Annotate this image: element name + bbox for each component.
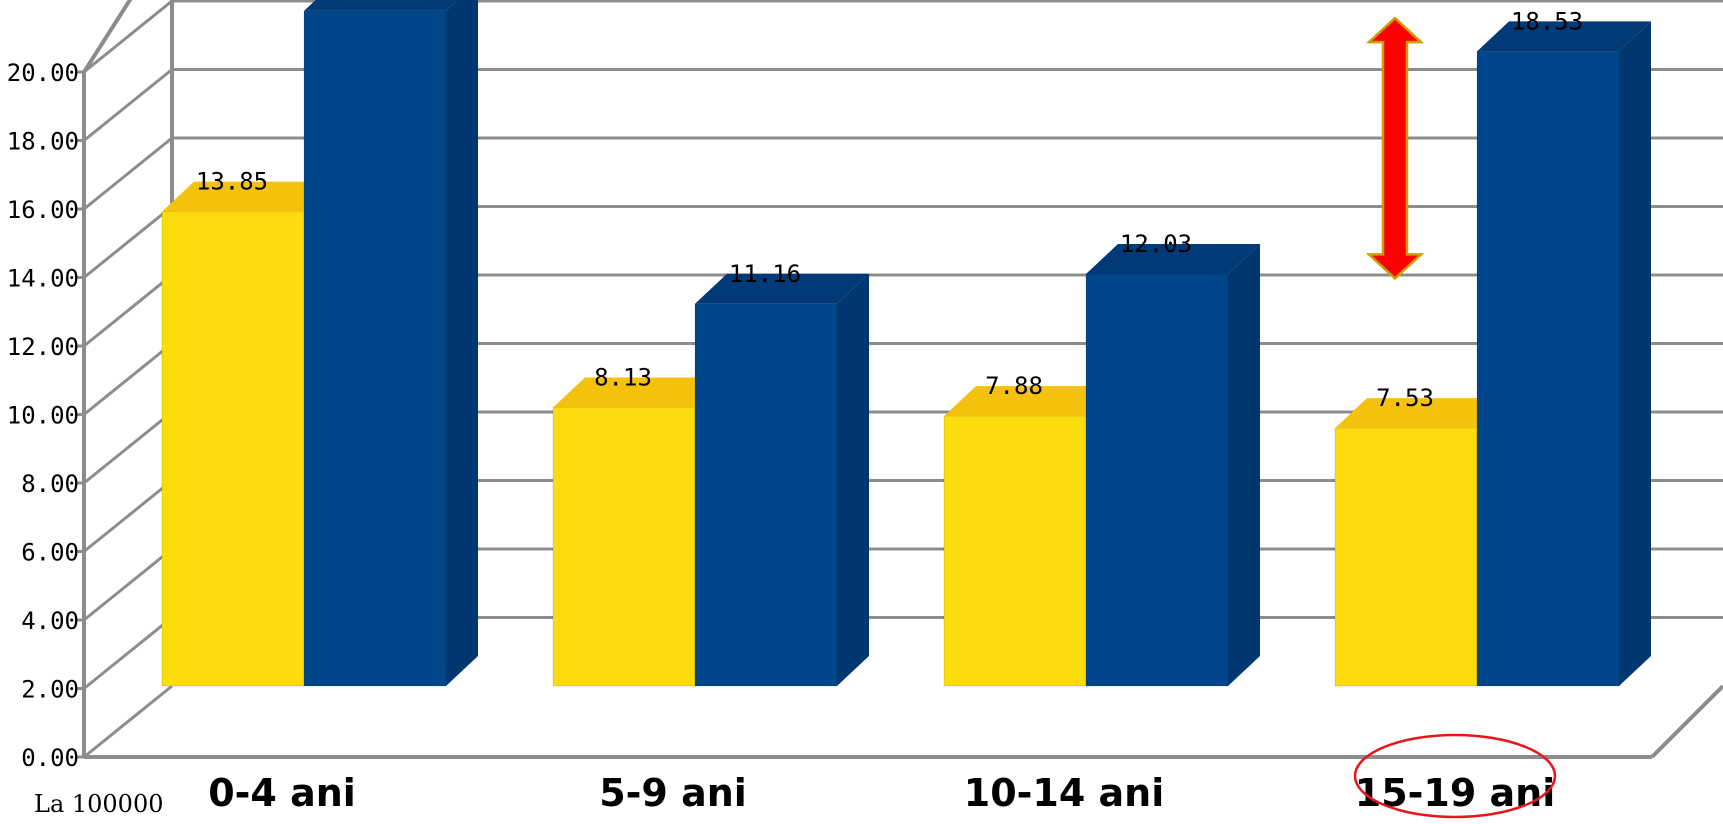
bar-series2 bbox=[1085, 243, 1260, 687]
bar-series1 bbox=[943, 386, 1118, 687]
data-label: 13.85 bbox=[196, 168, 268, 196]
bar-series1-top bbox=[553, 377, 727, 408]
gridline-diagonal bbox=[83, 410, 173, 485]
floor-right-edge bbox=[1650, 684, 1723, 759]
category-label: 10-14 ani bbox=[964, 771, 1164, 815]
bar-series2-top bbox=[304, 0, 458, 11]
bar-series2-front bbox=[1085, 273, 1229, 687]
y-tick-label: 10.00 bbox=[7, 402, 79, 430]
gridline-diagonal bbox=[83, 136, 173, 211]
y-tick-label: 20.00 bbox=[7, 59, 79, 87]
left-wall-top bbox=[82, 0, 133, 74]
bar-series2-top bbox=[1086, 243, 1260, 274]
data-label: 8.13 bbox=[594, 364, 652, 392]
x-axis: 0-4 ani 5-9 ani 10-14 ani 15-19 ani bbox=[208, 771, 1555, 815]
bar-series2-side bbox=[1228, 243, 1260, 686]
category-label: 0-4 ani bbox=[208, 771, 356, 815]
data-label: 7.88 bbox=[985, 372, 1043, 400]
gridline-diagonal bbox=[83, 205, 173, 279]
gridline-diagonal bbox=[83, 547, 173, 622]
y-tick-label: 18.00 bbox=[7, 128, 79, 156]
bar-series2-side bbox=[446, 0, 478, 686]
y-tick-label: 4.00 bbox=[21, 607, 79, 635]
bar-series1 bbox=[161, 181, 336, 687]
gridline-diagonal bbox=[83, 68, 173, 142]
data-label: 11.16 bbox=[729, 260, 801, 288]
gridline-diagonal bbox=[83, 342, 173, 416]
bars bbox=[161, 0, 1651, 687]
data-label: 18.53 bbox=[1511, 7, 1583, 35]
y-tick-label: 6.00 bbox=[21, 539, 79, 567]
bar-series1-front bbox=[161, 211, 305, 687]
data-label: 12.03 bbox=[1120, 230, 1192, 258]
bar-series1-top bbox=[1335, 398, 1509, 429]
bar-series1-top bbox=[944, 386, 1118, 417]
bar-series2 bbox=[303, 0, 478, 687]
category-label: 15-19 ani bbox=[1355, 771, 1555, 815]
bar-series1-front bbox=[1334, 427, 1478, 687]
y-tick-label: 8.00 bbox=[21, 470, 79, 498]
y-tick-label: 16.00 bbox=[7, 196, 79, 224]
bar-series2-side bbox=[837, 273, 869, 686]
double-arrow-annotation bbox=[1365, 16, 1425, 281]
y-tick-label: 12.00 bbox=[7, 333, 79, 361]
bar-series2 bbox=[694, 273, 869, 687]
bar-series2-front bbox=[303, 10, 447, 687]
bar-series1 bbox=[1334, 398, 1509, 687]
y-tick-label: 14.00 bbox=[7, 265, 79, 293]
bar-series2-front bbox=[1476, 50, 1620, 687]
highlight-ellipse bbox=[1353, 733, 1557, 819]
gridline-diagonal bbox=[83, 0, 173, 74]
bar-series2-front bbox=[694, 303, 838, 687]
bar-series1-front bbox=[943, 415, 1087, 687]
gridline-diagonal bbox=[83, 684, 173, 759]
gridline-diagonal bbox=[83, 479, 173, 553]
y-axis: 0.00 2.00 4.00 6.00 8.00 10.00 12.00 14.00 16.00… bbox=[7, 59, 84, 772]
bar-series2 bbox=[1476, 21, 1651, 687]
y-tick-label: 2.00 bbox=[21, 676, 79, 704]
gridline-diagonal bbox=[83, 273, 173, 348]
annotations bbox=[1353, 16, 1557, 819]
data-label: 7.53 bbox=[1376, 384, 1434, 412]
bar-series1 bbox=[552, 377, 727, 687]
category-label: 5-9 ani bbox=[599, 771, 747, 815]
bar-series2-side bbox=[1619, 21, 1651, 687]
bar-series1-front bbox=[552, 407, 696, 687]
bar-series2-top bbox=[1477, 21, 1651, 52]
y-tick-label: 0.00 bbox=[21, 744, 79, 772]
unit-note: La 100000 bbox=[34, 790, 164, 818]
bar-series1-top bbox=[162, 181, 336, 212]
gridline-diagonal bbox=[83, 616, 173, 690]
bar-series2-top bbox=[695, 273, 869, 304]
